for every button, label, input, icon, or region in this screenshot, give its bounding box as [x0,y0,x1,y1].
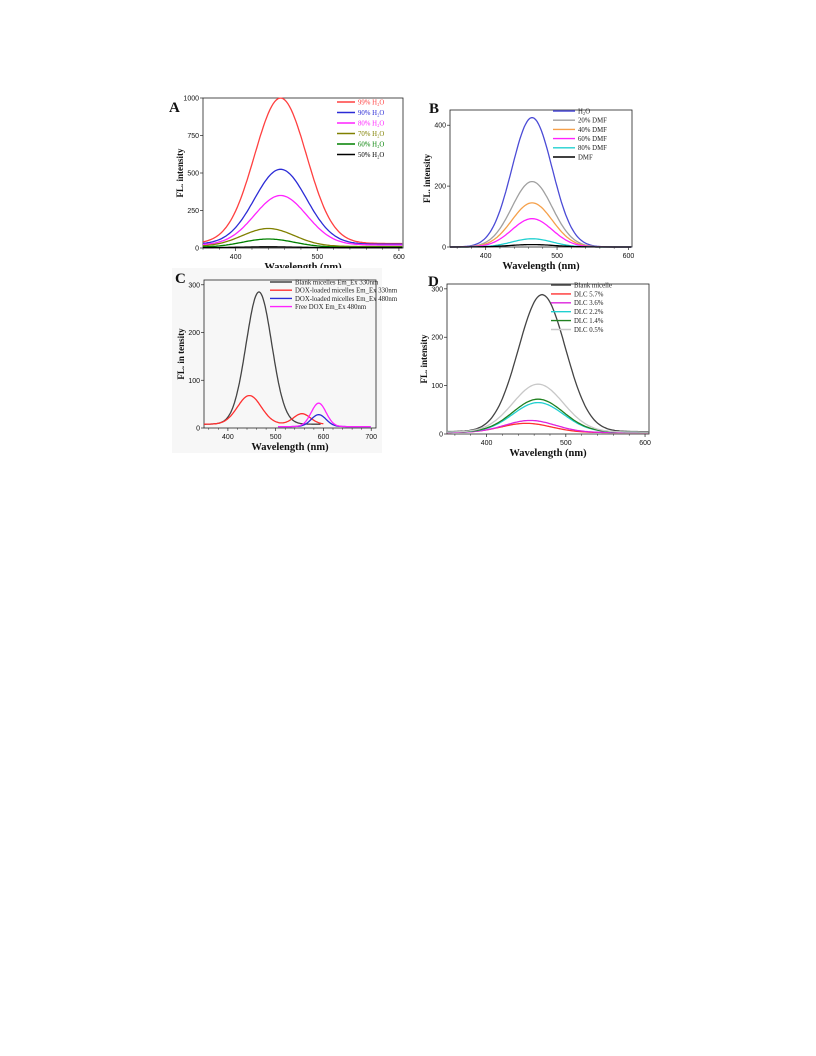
x-tick-label-c: 600 [318,434,330,441]
chart-b-svg: B 400 500 600 0 200 400 Wavelength (nm) FL. inte… [422,101,635,272]
x-tick-label-c: 700 [365,434,377,441]
y-tick-label-d: 200 [431,335,443,342]
legend-label-b-5: 80% DMF [578,145,607,152]
series-line-c-2 [204,394,324,425]
y-tick-label-a: 0 [195,246,199,253]
y-tick-label-c: 200 [188,330,200,337]
x-tick-label-a: 500 [311,254,323,261]
chart-panel-b: B 400 500 600 0 200 400 Wavelength (nm) FL. inte… [422,95,640,275]
x-tick-label-c: 500 [270,434,282,441]
legend-label-b-2: 20% DMF [578,118,607,125]
series-line-c-3 [278,414,371,428]
x-tick-label-a: 600 [393,254,405,261]
chart-panel-c: C 400 500 600 700 0 100 200 300 Wavelength (nm) FL… [172,268,398,453]
x-axis-label-d: Wavelength (nm) [509,448,587,459]
series-line-c-4 [278,402,371,428]
series-line-b-3 [450,202,632,248]
x-tick-label-b: 600 [623,253,635,260]
legend-label-c-1: Blank micelles Em_Ex 330nm [295,279,379,286]
x-tick-label-b: 500 [551,253,563,260]
legend-label-c-2: DOX-loaded micelles Em_Ex 330nm [295,288,398,295]
x-tick-label-b: 400 [480,253,492,260]
y-tick-label-c: 0 [196,426,200,433]
legend-label-a-6: 50% H₂O [358,152,384,159]
series-line-a-6 [203,246,403,249]
legend-label-c-4: Free DOX Em_Ex 480nm [295,304,367,311]
legend-label-a-4: 70% H₂O [358,131,384,138]
y-axis-label-b: FL. intensity [422,154,432,204]
x-tick-label-a: 400 [230,254,242,261]
legend-label-a-3: 80% H₂O [358,120,384,127]
series-line-b-2 [450,180,632,248]
chart-c-svg: C 400 500 600 700 0 100 200 300 Wavelength (nm) FL… [175,271,398,453]
y-tick-label-d: 0 [439,432,443,439]
plot-frame-b [449,109,633,248]
series-line-d-1 [447,293,649,433]
legend-label-b-4: 60% DMF [578,136,607,143]
legend-label-c-3: DOX-loaded micelles Em_Ex 480nm [295,296,398,303]
y-axis-label-a: FL. intensity [175,148,185,198]
y-tick-label-a: 750 [187,133,199,140]
x-axis-label-c: Wavelength (nm) [251,442,329,453]
y-tick-label-b: 0 [442,245,446,252]
panel-label-a: A [169,100,180,116]
legend-label-a-2: 90% H₂O [358,110,384,117]
legend-label-b-1: H₂O [578,108,590,115]
chart-a-svg: A 400 500 600 0 250 500 750 1000 Wavelength (nm) F… [169,96,405,274]
x-tick-label-c: 400 [222,434,234,441]
series-line-a-4 [202,227,403,248]
panel-label-d: D [428,274,439,290]
y-tick-label-d: 100 [431,383,443,390]
chart-panel-d: D 400 500 600 0 100 200 300 Wavelength (nm) FL. i… [419,272,655,460]
legend-label-b-3: 40% DMF [578,127,607,134]
chart-d-svg: D 400 500 600 0 100 200 300 Wavelength (nm) FL. i… [419,274,651,459]
legend-label-d-2: DLC 5.7% [574,291,604,298]
x-tick-label-d: 400 [481,440,493,447]
legend-label-d-3: DLC 3.6% [574,300,604,307]
legend-label-d-4: DLC 2.2% [574,309,604,316]
series-line-b-6 [450,243,632,248]
y-tick-label-a: 1000 [183,96,199,103]
plot-frame-c [203,279,377,429]
y-tick-label-a: 250 [187,208,199,215]
y-axis-label-c: FL. in tensity [176,328,186,380]
y-tick-label-c: 100 [188,378,200,385]
series-line-d-6 [447,383,649,433]
legend-label-a-1: 99% H₂O [358,99,384,106]
x-axis-label-a: Wavelength (nm) [264,262,342,273]
legend-label-a-5: 60% H₂O [358,141,384,148]
plot-frame-d [446,283,650,435]
y-axis-label-d: FL. intensity [419,334,429,384]
y-tick-label-b: 200 [434,184,446,191]
chart-panel-a: A 400 500 600 0 250 500 750 1000 Wavelength (nm) F… [165,90,410,274]
legend-label-d-6: DLC 0.5% [574,327,604,334]
y-tick-label-b: 400 [434,123,446,130]
series-line-a-2 [202,168,403,245]
series-line-d-4 [447,401,649,433]
legend-label-d-5: DLC 1.4% [574,318,604,325]
series-line-d-3 [447,419,649,434]
panel-label-c: C [175,271,186,287]
y-tick-label-c: 300 [188,282,200,289]
series-line-a-3 [202,194,403,246]
panel-label-b: B [429,101,439,117]
legend-label-b-6: DMF [578,154,593,161]
x-tick-label-d: 500 [560,440,572,447]
series-line-a-1 [202,97,403,245]
series-line-b-4 [450,218,632,248]
x-axis-label-b: Wavelength (nm) [502,261,580,272]
series-line-c-1 [204,291,321,425]
y-tick-label-d: 300 [431,286,443,293]
legend-label-d-1: Blank micelle [574,282,612,289]
y-tick-label-a: 500 [187,171,199,178]
x-tick-label-d: 600 [639,440,651,447]
